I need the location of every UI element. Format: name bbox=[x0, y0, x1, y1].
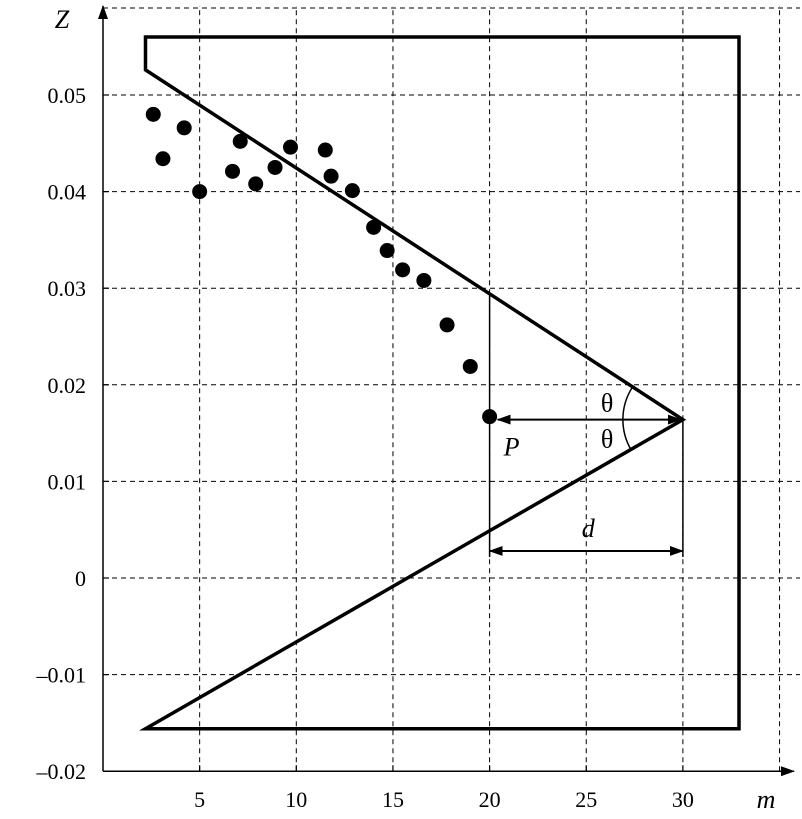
data-point bbox=[439, 317, 455, 333]
y-tick-label: –0.02 bbox=[36, 759, 87, 784]
theta-arc-upper bbox=[622, 386, 634, 420]
data-point bbox=[317, 142, 333, 158]
x-tick-label: 15 bbox=[382, 787, 404, 812]
data-point bbox=[323, 168, 339, 184]
data-point bbox=[344, 183, 360, 199]
theta-label-lower: θ bbox=[601, 425, 613, 454]
data-point bbox=[366, 219, 382, 235]
theta-arc-lower bbox=[622, 419, 632, 450]
x-tick-label: 25 bbox=[575, 787, 597, 812]
y-tick-label: 0 bbox=[75, 566, 86, 591]
data-points bbox=[145, 106, 498, 425]
y-tick-label: –0.01 bbox=[36, 663, 87, 688]
y-tick-label: 0.05 bbox=[48, 83, 87, 108]
y-tick-label: 0.01 bbox=[48, 469, 87, 494]
annotations: θθ Pd bbox=[488, 293, 684, 557]
data-point bbox=[155, 151, 171, 167]
data-point bbox=[248, 176, 264, 192]
tick-labels: 5 10 15 20 25 30 –0.02 –0.01 0 0.01 0.02 0.03 0.04 0.… bbox=[36, 5, 776, 814]
x-tick-label: 10 bbox=[285, 787, 307, 812]
grid bbox=[103, 6, 800, 772]
y-tick-label: 0.03 bbox=[48, 276, 87, 301]
y-tick-label: 0.04 bbox=[48, 180, 87, 205]
axes bbox=[98, 5, 795, 777]
data-point bbox=[225, 163, 241, 179]
p-label: P bbox=[503, 433, 520, 462]
x-axis-label: m bbox=[757, 785, 776, 814]
data-point bbox=[379, 243, 395, 259]
y-tick-label: 0.02 bbox=[48, 373, 87, 398]
d-label: d bbox=[582, 514, 596, 543]
data-point bbox=[176, 120, 192, 136]
boundary-shape bbox=[138, 35, 741, 731]
data-point bbox=[267, 159, 283, 175]
data-point bbox=[395, 262, 411, 278]
y-axis-label: Z bbox=[55, 5, 70, 34]
theta-label-upper: θ bbox=[601, 389, 613, 418]
data-point bbox=[416, 272, 432, 288]
data-point bbox=[232, 133, 248, 149]
data-point bbox=[482, 409, 498, 425]
x-tick-label: 30 bbox=[672, 787, 694, 812]
x-tick-label: 5 bbox=[194, 787, 205, 812]
wedge-boundary bbox=[138, 35, 741, 731]
data-point bbox=[462, 358, 478, 374]
data-point bbox=[283, 139, 299, 155]
data-point bbox=[145, 106, 161, 122]
x-tick-label: 20 bbox=[479, 787, 501, 812]
data-point bbox=[192, 184, 208, 200]
